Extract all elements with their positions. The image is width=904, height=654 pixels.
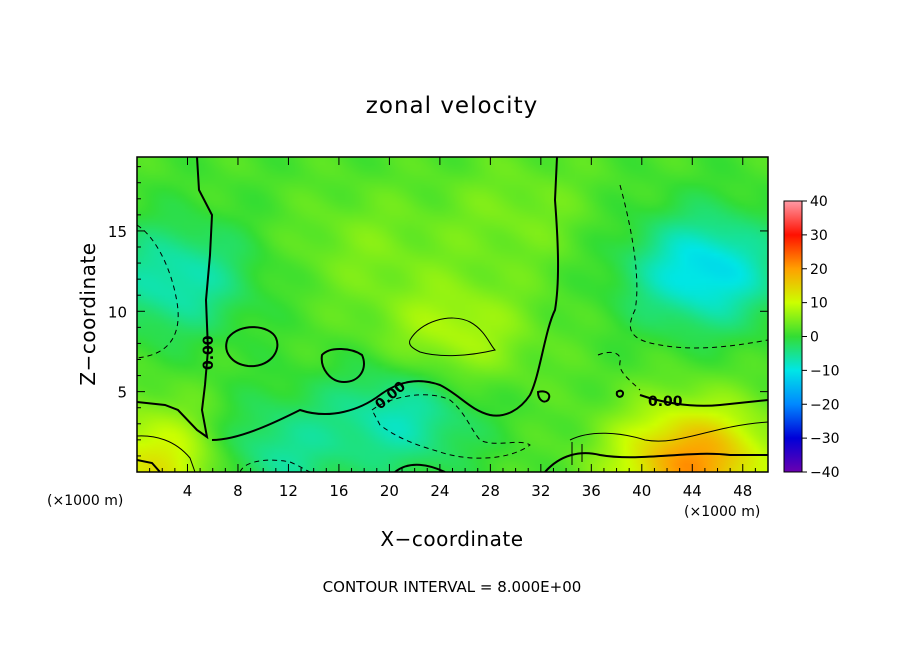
zero-contour-lower-mid	[394, 463, 446, 472]
x-tick-label: 48	[733, 482, 752, 500]
colorbar-tick-label: 10	[810, 296, 828, 312]
x-tick-label: 16	[329, 482, 348, 500]
y-axis-ticks: 5 10 15	[108, 166, 768, 457]
zero-contour-left	[137, 157, 214, 440]
colorbar-gradient	[783, 200, 803, 473]
colorbar-tick-label: 0	[810, 330, 819, 346]
x-tick-label: 28	[481, 482, 500, 500]
neg-contour-mid	[371, 394, 531, 459]
zero-contour-bottom-right	[544, 452, 768, 472]
colorbar-ticks: 40 30 20 10 0 −10 −20 −30 −40	[802, 194, 840, 481]
x-tick-label: 20	[380, 482, 399, 500]
chart-title: zonal velocity	[366, 93, 538, 119]
y-tick-label: 5	[117, 384, 127, 402]
contour-lines	[137, 157, 768, 472]
y-tick-label: 10	[108, 303, 127, 321]
x-tick-label: 36	[582, 482, 601, 500]
colorbar-tick-label: −10	[810, 363, 840, 379]
x-axis-unit-left: (×1000 m)	[47, 493, 123, 509]
colorbar-tick-label: −20	[810, 397, 840, 413]
x-tick-label: 8	[233, 482, 243, 500]
colorbar: 40 30 20 10 0 −10 −20 −30 −40	[783, 194, 840, 481]
colorbar-tick-label: 40	[810, 194, 828, 210]
pos-contour-blob	[409, 317, 496, 357]
zero-contour-center	[211, 157, 560, 441]
x-tick-label: 40	[632, 482, 651, 500]
colorbar-tick-label: 20	[810, 262, 828, 278]
zero-contour-blob-2	[320, 348, 365, 384]
colorbar-tick-label: 30	[810, 228, 828, 244]
zero-contour-blob-4	[615, 389, 625, 398]
velocity-field-image	[137, 157, 768, 472]
plot-area: 0.00 0.00 0.00 4 8 12 16 20 24 28 32 36 40 44 48 51…	[108, 156, 769, 500]
pos-contour-bottom-right	[569, 421, 768, 442]
x-tick-label: 12	[279, 482, 298, 500]
x-axis-unit-right: (×1000 m)	[684, 504, 760, 520]
neg-contour-bottom	[239, 459, 311, 472]
zero-contour-bottom-left	[137, 459, 161, 472]
zero-contour-blob-1	[225, 326, 279, 368]
zero-contour-blob-3	[536, 390, 551, 403]
zero-contour-right	[639, 394, 768, 407]
neg-contour-right-lower	[597, 351, 641, 391]
x-tick-label: 32	[531, 482, 550, 500]
neg-contour-right	[619, 184, 768, 349]
x-tick-label: 24	[430, 482, 449, 500]
contour-label-left: 0.00	[201, 335, 217, 370]
x-tick-label: 44	[683, 482, 702, 500]
contour-interval-note: CONTOUR INTERVAL = 8.000E+00	[323, 578, 582, 596]
colorbar-tick-label: −40	[810, 465, 840, 481]
pos-contour-small	[571, 442, 583, 465]
colorbar-tick-label: −30	[810, 431, 840, 447]
y-tick-label: 15	[108, 223, 127, 241]
x-axis-ticks: 4 8 12 16 20 24 28 32 36 40 44 48	[149, 157, 756, 500]
pos-contour-bottom-left	[137, 435, 196, 472]
x-tick-label: 4	[183, 482, 193, 500]
contour-label-right: 0.00	[648, 394, 683, 410]
y-axis-label: Z−coordinate	[76, 242, 100, 385]
x-axis-label: X−coordinate	[380, 527, 523, 551]
